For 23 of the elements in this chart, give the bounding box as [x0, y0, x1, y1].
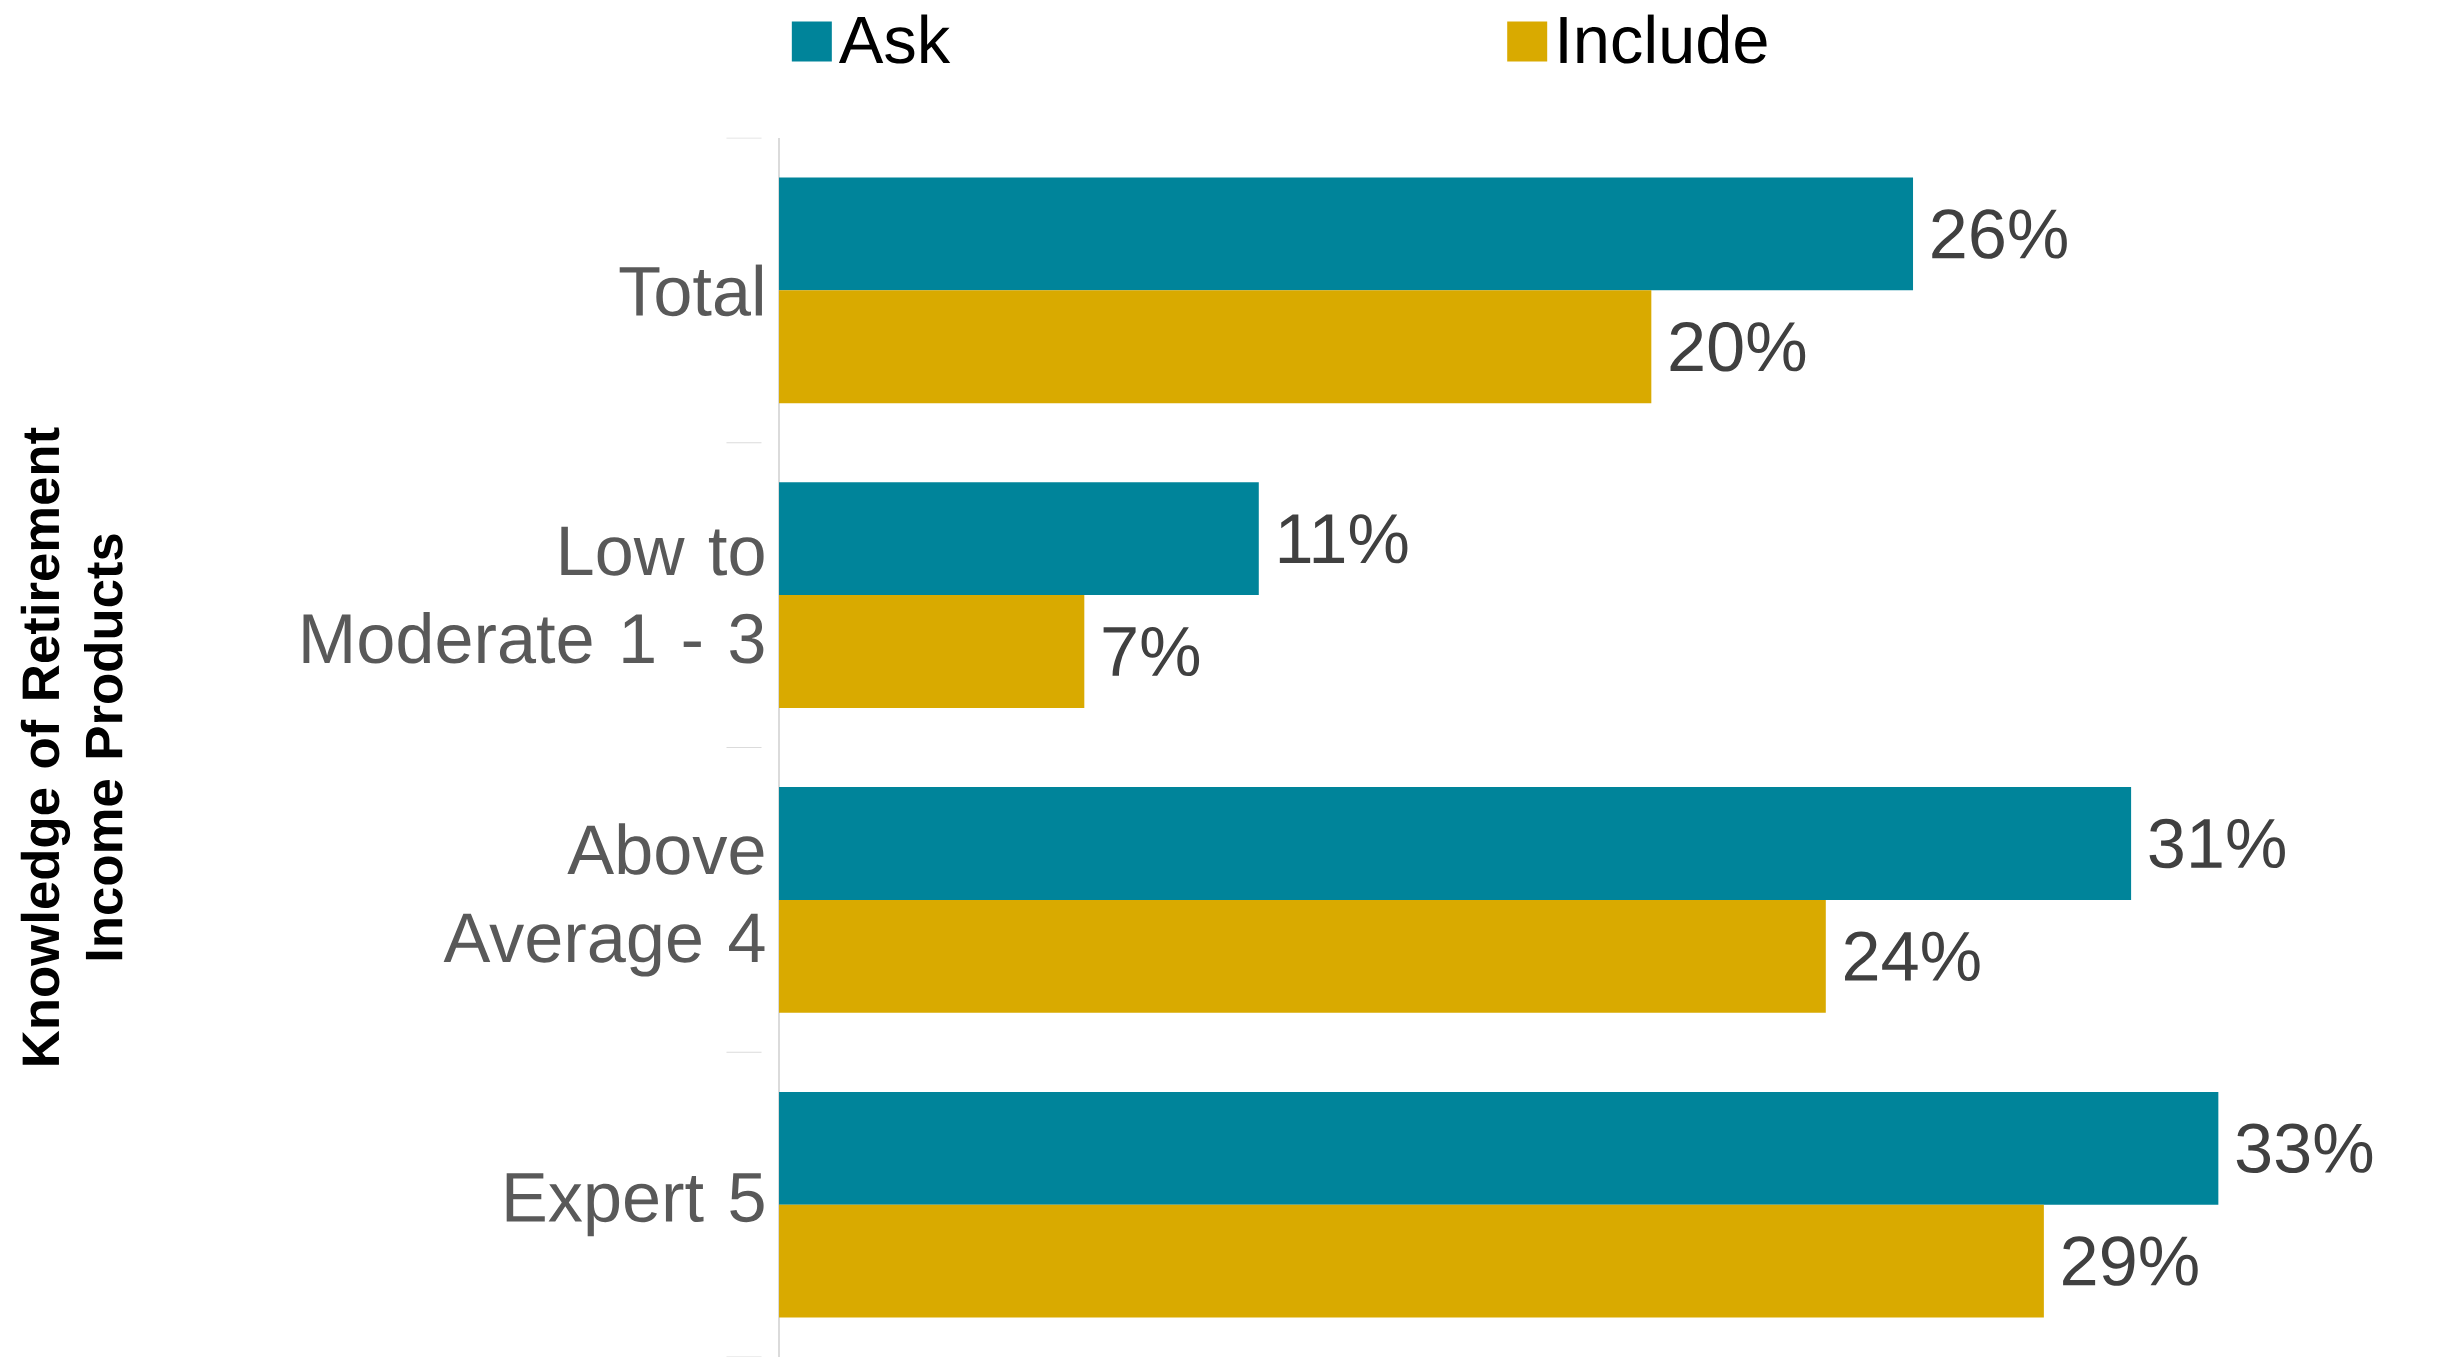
bar — [779, 1091, 2219, 1205]
data-label: 33% — [2236, 1123, 2373, 1174]
y-tick-label: Expert 5 — [506, 1173, 764, 1237]
y-tick-label: Low to Moderate 1 - 3 — [303, 526, 764, 664]
bar — [779, 177, 1914, 291]
data-label: 7% — [1103, 626, 1200, 677]
y-axis-title: Knowledge of Retirement Income Products — [20, 427, 123, 1065]
data-label: 26% — [1932, 209, 2067, 259]
legend-label: Ask — [838, 14, 951, 64]
data-label: 11% — [1279, 514, 1408, 564]
bar — [779, 787, 2132, 900]
bar — [779, 595, 1085, 708]
bar — [779, 899, 1826, 1013]
y-tick-label: Above Average 4 — [443, 823, 765, 977]
data-label: 31% — [2149, 818, 2285, 869]
data-label: 24% — [1845, 931, 1980, 981]
data-label: 29% — [2063, 1236, 2198, 1286]
data-label: 20% — [1670, 321, 1806, 372]
legend-label: Include — [1560, 14, 1767, 64]
bar — [779, 290, 1652, 404]
y-tick-label: Total — [619, 264, 762, 317]
bar — [779, 1204, 2044, 1318]
bar — [779, 482, 1259, 596]
